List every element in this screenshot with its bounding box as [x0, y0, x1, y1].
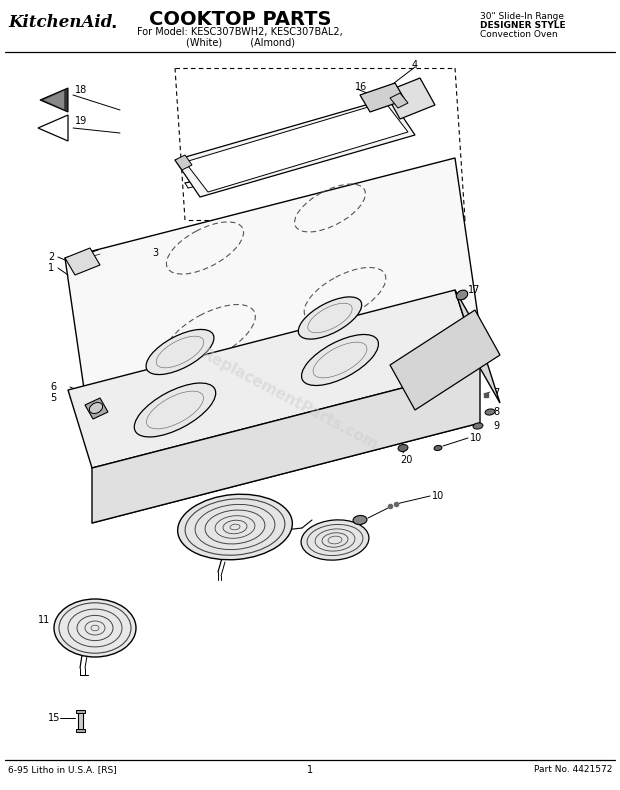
Text: 10: 10	[432, 491, 445, 501]
Text: 11: 11	[38, 615, 50, 625]
Text: Part No. 4421572: Part No. 4421572	[534, 765, 612, 774]
Polygon shape	[175, 98, 415, 197]
Text: KitchenAid: KitchenAid	[8, 14, 112, 31]
Ellipse shape	[301, 520, 369, 560]
Polygon shape	[92, 368, 480, 523]
Polygon shape	[390, 93, 408, 108]
Polygon shape	[65, 248, 100, 275]
Polygon shape	[76, 729, 85, 732]
Ellipse shape	[298, 297, 361, 339]
Polygon shape	[38, 115, 68, 141]
Polygon shape	[44, 91, 64, 109]
Text: 20: 20	[400, 455, 412, 465]
Ellipse shape	[135, 383, 216, 437]
Text: 19: 19	[75, 116, 87, 126]
Text: COOKTOP PARTS: COOKTOP PARTS	[149, 10, 331, 29]
Polygon shape	[175, 155, 192, 170]
Text: 4: 4	[412, 60, 418, 70]
Ellipse shape	[301, 334, 378, 386]
Text: 1: 1	[48, 263, 54, 273]
Polygon shape	[78, 710, 83, 732]
Text: DESIGNER STYLE: DESIGNER STYLE	[480, 21, 565, 30]
Text: 5: 5	[50, 393, 56, 403]
Polygon shape	[360, 83, 405, 112]
Ellipse shape	[456, 290, 467, 300]
Polygon shape	[65, 158, 480, 430]
Ellipse shape	[89, 402, 103, 413]
Text: 8: 8	[493, 407, 499, 417]
Text: 3: 3	[152, 248, 158, 258]
Polygon shape	[385, 78, 435, 119]
Text: 17: 17	[468, 285, 481, 295]
Text: 18: 18	[75, 85, 87, 95]
Text: 15: 15	[48, 713, 60, 723]
Ellipse shape	[398, 445, 408, 452]
Text: 6-95 Litho in U.S.A. [RS]: 6-95 Litho in U.S.A. [RS]	[8, 765, 117, 774]
Ellipse shape	[353, 516, 367, 525]
Text: 2: 2	[48, 252, 55, 262]
Text: Convection Oven: Convection Oven	[480, 30, 557, 39]
Polygon shape	[85, 398, 108, 419]
Polygon shape	[40, 88, 68, 112]
Ellipse shape	[54, 599, 136, 657]
Text: 3: 3	[298, 125, 304, 135]
Text: 9: 9	[493, 421, 499, 431]
Polygon shape	[76, 710, 85, 713]
Text: (White)         (Almond): (White) (Almond)	[185, 37, 294, 47]
Text: ReplacementParts.com: ReplacementParts.com	[199, 347, 381, 453]
Text: 1: 1	[307, 765, 313, 775]
Text: 7: 7	[493, 388, 499, 398]
Text: 16: 16	[355, 82, 367, 92]
Text: .: .	[110, 14, 117, 32]
Polygon shape	[390, 310, 500, 410]
Text: 6: 6	[50, 382, 56, 392]
Text: 30" Slide-In Range: 30" Slide-In Range	[480, 12, 564, 21]
Polygon shape	[68, 290, 480, 468]
Text: 14: 14	[152, 473, 164, 483]
Ellipse shape	[146, 329, 214, 374]
Polygon shape	[185, 102, 408, 192]
Polygon shape	[455, 290, 500, 403]
Text: For Model: KESC307BWH2, KESC307BAL2,: For Model: KESC307BWH2, KESC307BAL2,	[137, 27, 343, 37]
Ellipse shape	[485, 409, 495, 415]
Ellipse shape	[434, 446, 442, 450]
Text: 10: 10	[470, 433, 482, 443]
Ellipse shape	[473, 423, 483, 429]
Ellipse shape	[178, 495, 293, 560]
